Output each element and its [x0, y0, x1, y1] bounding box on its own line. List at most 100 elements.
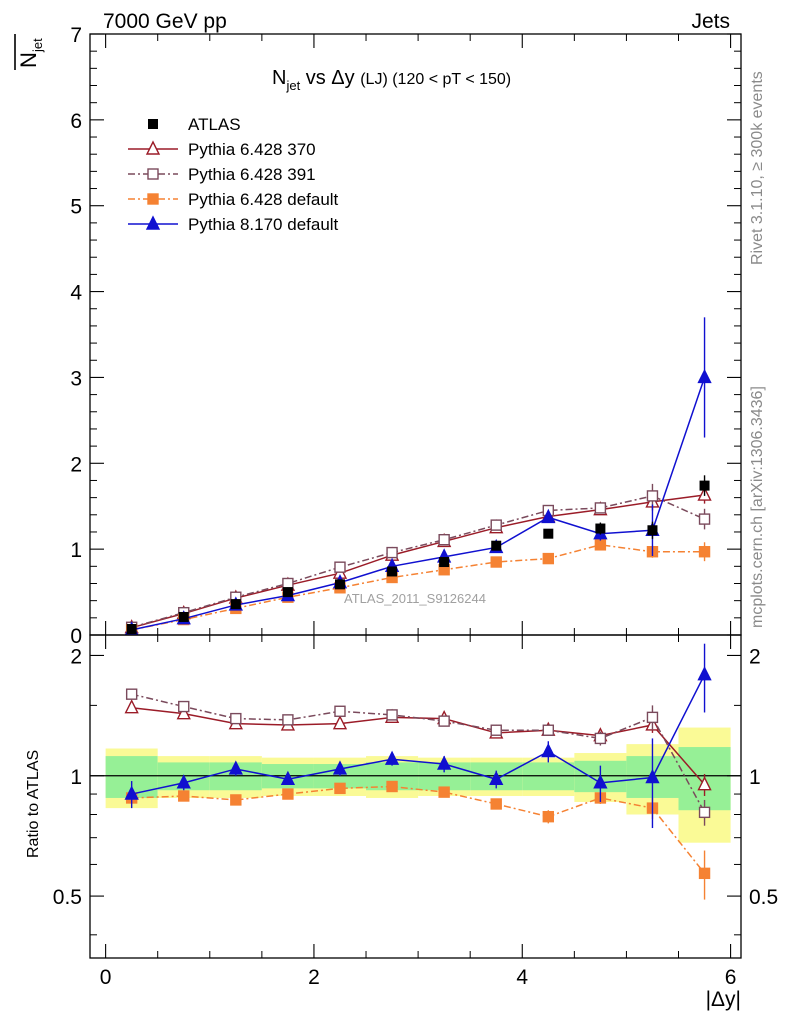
ratio-point: [386, 709, 398, 721]
legend-entry-4: Pythia 8.170 default: [128, 215, 339, 234]
ratio-point: [541, 742, 556, 758]
data-point: [178, 611, 189, 622]
y-tick-label: 0: [70, 625, 82, 648]
ratio-panel: 0 2 4 6 0.5 0.5 1 1 2 2: [53, 634, 778, 989]
ratio-y-tick-label-right: 1: [749, 766, 761, 789]
y-tick-label: 6: [70, 110, 82, 133]
data-point: [543, 528, 554, 539]
ratio-point: [438, 786, 450, 798]
watermark: ATLAS_2011_S9126244: [344, 591, 486, 606]
series-point: [594, 539, 607, 551]
ratio-point: [178, 790, 190, 802]
ratio-frame: [89, 634, 742, 959]
ratio-point: [542, 724, 555, 736]
ratio-point: [697, 666, 712, 681]
ratio-point: [332, 760, 348, 775]
ratio-point: [228, 760, 243, 775]
data-point: [282, 587, 293, 598]
x-axis-label: |Δy|: [706, 988, 741, 1011]
y-tick-label: 4: [70, 282, 82, 305]
legend-marker: [147, 193, 159, 205]
legend-marker: [145, 215, 161, 230]
legend-label: Pythia 6.428 391: [188, 165, 316, 184]
series-point: [594, 502, 607, 514]
rivet-label: Rivet 3.1.10, ≥ 300k events: [749, 71, 766, 265]
legend-label: Pythia 6.428 370: [188, 140, 316, 159]
ratio-series-3: [124, 643, 712, 829]
title-part-a: N: [272, 67, 286, 89]
ratio-point: [334, 782, 346, 795]
ratio-point: [230, 794, 242, 806]
ratio-series-line: [131, 785, 706, 874]
ratio-y-tick-label-right: 0.5: [749, 886, 778, 909]
data-point: [387, 566, 398, 577]
series-point: [490, 519, 502, 531]
ratio-point: [542, 810, 555, 823]
main-panel: 0 1 2 3 4 5 6 7: [70, 24, 742, 648]
series-line: [131, 377, 706, 631]
ratio-series-line: [131, 693, 706, 813]
title-part-b: vs Δy: [300, 67, 360, 89]
data-point: [439, 557, 450, 568]
ratio-point: [438, 715, 450, 727]
ratio-point: [176, 705, 191, 720]
series-3: [124, 317, 712, 636]
legend-marker: [148, 119, 158, 129]
ratio-point: [593, 774, 608, 789]
header-process: Jets: [691, 10, 730, 33]
legend-entry-3: Pythia 6.428 default: [128, 190, 339, 209]
data-point: [647, 525, 658, 536]
series-point: [698, 546, 711, 558]
data-point: [699, 480, 710, 491]
ratio-point: [332, 715, 348, 730]
y-tick-label: 2: [70, 453, 82, 476]
y-axis-label-main: N: [16, 52, 41, 68]
title-part-c: (LJ): [360, 71, 388, 88]
ratio-series-line: [131, 674, 706, 795]
series-line: [131, 544, 705, 631]
ratio-point: [490, 724, 502, 736]
series-point: [490, 556, 502, 568]
y-tick-label: 5: [70, 196, 82, 219]
ratio-point: [124, 785, 139, 800]
ratio-point: [178, 700, 190, 713]
data-point: [230, 599, 241, 610]
ratio-point: [384, 750, 400, 765]
ratio-point: [645, 768, 660, 784]
title-part-d: (120 < pT < 150): [388, 71, 511, 88]
legend-entry-1: Pythia 6.428 370: [128, 140, 316, 159]
ratio-point: [437, 755, 452, 770]
x-tick-label: 6: [725, 966, 737, 989]
data-point: [491, 540, 502, 551]
header-energy: 7000 GeV pp: [103, 10, 227, 33]
legend: ATLAS Pythia 6.428 370 Pythia 6.428 391 Pyt…: [128, 115, 339, 234]
ratio-point: [125, 688, 138, 700]
legend-label: ATLAS: [188, 115, 241, 134]
ratio-point: [698, 806, 711, 819]
legend-label: Pythia 6.428 default: [188, 190, 339, 209]
ratio-point: [176, 774, 191, 789]
ratio-point: [282, 788, 294, 800]
chart-title: Njet vs Δy (LJ) (120 < pT < 150): [272, 67, 511, 93]
series-line: [131, 494, 705, 629]
mcplots-label: mcplots.cern.ch [arXiv:1306.3436]: [749, 386, 766, 628]
ratio-y-tick-label: 1: [70, 766, 82, 789]
series-point: [646, 490, 659, 502]
series-point: [541, 508, 556, 524]
series-point: [386, 546, 398, 559]
data-point: [126, 623, 137, 634]
ratio-point: [280, 770, 296, 785]
x-tick-label: 4: [516, 966, 528, 989]
ratio-point: [334, 705, 346, 717]
ratio-y-tick-label-right: 2: [749, 645, 761, 668]
series-point: [698, 513, 711, 525]
legend-entry-0: ATLAS: [148, 115, 241, 134]
ratio-point: [646, 711, 659, 724]
series-point: [438, 533, 450, 546]
y-tick-label: 3: [70, 367, 82, 390]
x-tick-label: 0: [100, 966, 112, 989]
y-tick-label: 1: [70, 539, 82, 562]
legend-entry-2: Pythia 6.428 391: [128, 165, 316, 184]
ratio-point: [124, 699, 139, 714]
series-point: [542, 552, 555, 565]
